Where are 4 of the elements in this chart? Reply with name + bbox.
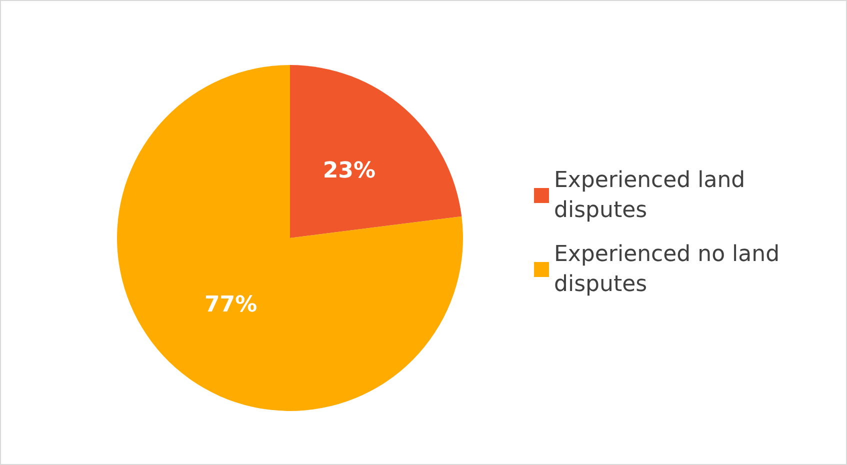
legend-label: Experienced no land disputes [554, 242, 787, 297]
data-label: 77% [204, 292, 258, 318]
legend-label: Experienced land disputes [554, 168, 752, 223]
data-label: 23% [322, 158, 376, 184]
